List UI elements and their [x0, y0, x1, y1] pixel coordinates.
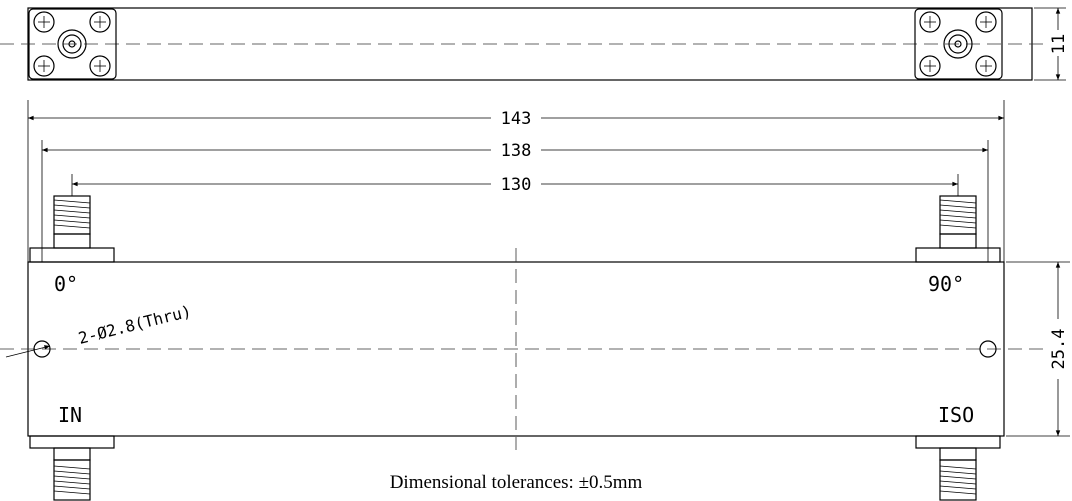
top-right-flange [914, 8, 1003, 80]
port-label-90deg: 90° [928, 272, 964, 296]
height-dimension-label: 11 [1049, 34, 1069, 54]
overall-length-label: 143 [501, 109, 532, 129]
screw-icon [975, 11, 997, 33]
top-left-flange [28, 8, 117, 80]
screw-icon [89, 55, 111, 77]
mounting-hole-icon [979, 340, 997, 358]
side-view: 0° 90° IN ISO 2-Ø2.8(Thru) 25.4 [0, 195, 1070, 501]
top-view: 11 [0, 7, 1069, 81]
screw-icon [89, 11, 111, 33]
connector-bottom-left-icon [29, 435, 115, 501]
connector-face-icon [943, 29, 973, 59]
screw-icon [919, 11, 941, 33]
connector-spacing-label: 130 [501, 175, 532, 195]
screw-icon [33, 55, 55, 77]
screw-icon [919, 55, 941, 77]
length-dimensions: 143 138 130 [27, 100, 1005, 262]
connector-face-icon [57, 29, 87, 59]
port-label-in: IN [58, 403, 82, 427]
width-dimension: 25.4 [1006, 261, 1070, 437]
tolerance-note: Dimensional tolerances: ±0.5mm [390, 472, 643, 493]
port-label-0deg: 0° [54, 272, 78, 296]
connector-top-right-icon [915, 195, 1001, 263]
screw-icon [975, 55, 997, 77]
height-dimension: 11 [1034, 7, 1069, 81]
connector-bottom-right-icon [915, 435, 1001, 501]
hole-spacing-label: 138 [501, 141, 532, 161]
hole-callout-leader [5, 345, 51, 358]
hole-callout-label: 2-Ø2.8(Thru) [76, 301, 193, 347]
mounting-hole-icon [33, 340, 51, 358]
width-dimension-label: 25.4 [1049, 329, 1069, 370]
port-label-iso: ISO [938, 403, 974, 427]
connector-top-left-icon [29, 195, 115, 263]
screw-icon [33, 11, 55, 33]
